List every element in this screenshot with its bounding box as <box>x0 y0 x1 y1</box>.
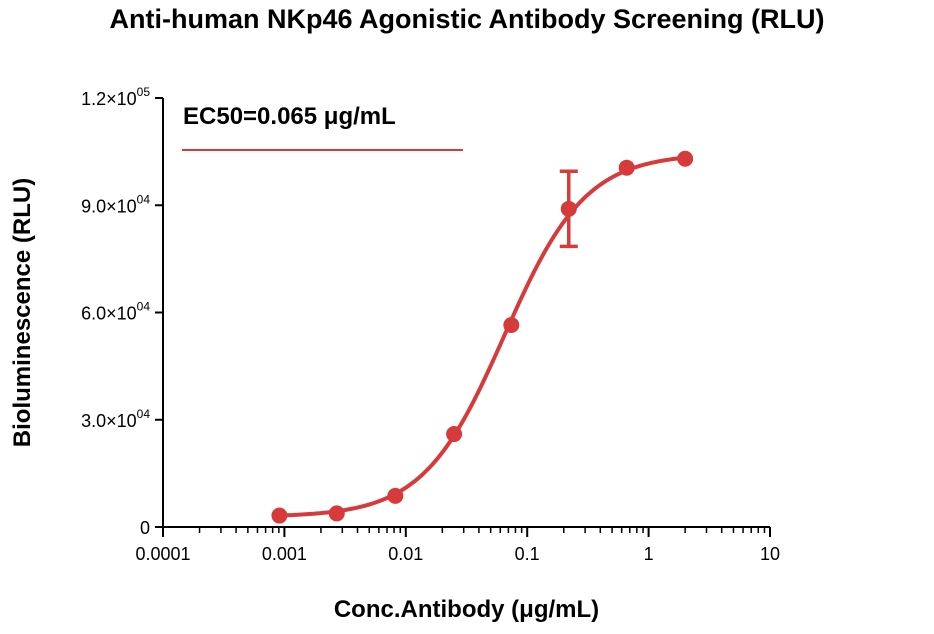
fit-curve <box>277 155 688 518</box>
chart-title: Anti-human NKp46 Agonistic Antibody Scre… <box>109 4 825 34</box>
x-tick-label: 0.001 <box>262 544 307 564</box>
data-point <box>328 505 345 522</box>
data-point <box>271 507 288 524</box>
data-point <box>677 150 694 167</box>
x-axis-label: Conc.Antibody (μg/mL) <box>334 596 599 623</box>
y-tick-label: 6.0×1004 <box>81 300 150 324</box>
y-tick-label: 3.0×1004 <box>81 407 150 431</box>
data-point <box>560 200 577 217</box>
x-tick-label: 10 <box>760 544 780 564</box>
x-tick-label: 0.0001 <box>135 544 190 564</box>
data-point <box>618 159 635 176</box>
x-tick-label: 0.1 <box>515 544 540 564</box>
ec50-annotation: EC50=0.065 μg/mL <box>183 103 396 130</box>
data-point <box>387 487 404 504</box>
y-tick-label: 0 <box>140 518 150 538</box>
x-tick-label: 1 <box>644 544 654 564</box>
y-axis-label: Bioluminescence (RLU) <box>9 178 36 447</box>
y-tick-label: 9.0×1004 <box>81 192 150 216</box>
y-tick-label: 1.2×1005 <box>81 85 150 109</box>
data-point <box>446 426 463 443</box>
data-point <box>503 317 520 334</box>
x-tick-label: 0.01 <box>388 544 423 564</box>
